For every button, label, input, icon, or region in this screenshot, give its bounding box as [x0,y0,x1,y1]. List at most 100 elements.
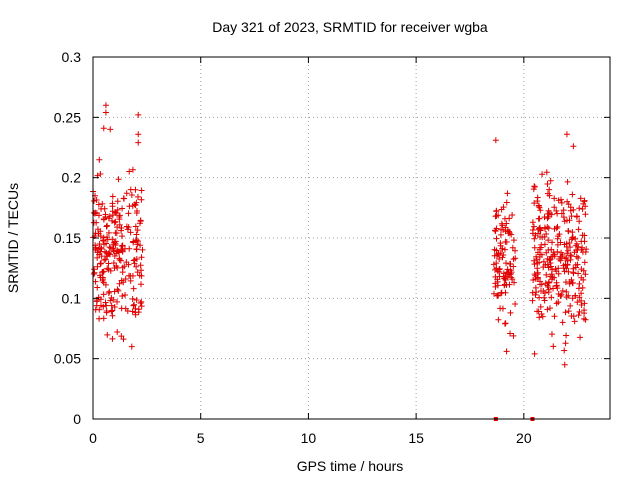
data-point [559,319,566,326]
data-point [531,200,538,207]
data-point [558,210,565,217]
data-point [115,176,122,183]
data-point [551,195,558,202]
data-point [110,260,117,267]
data-point [97,228,104,235]
data-point [496,256,503,263]
data-point [578,246,585,253]
data-point [123,223,130,230]
data-point [566,280,573,287]
data-point [497,231,504,238]
data-point [581,259,588,266]
data-point [553,300,560,307]
data-point [99,200,106,207]
data-point [120,336,127,343]
data-point [135,306,142,313]
data-point [560,207,567,214]
y-tick-label: 0.05 [54,351,81,367]
data-point [109,312,116,319]
data-point [103,302,110,309]
y-tick-label: 0.2 [62,170,82,186]
data-point [499,254,506,261]
data-point [110,296,117,303]
data-point [532,284,539,291]
data-point [504,274,511,281]
data-point [569,234,576,241]
data-point [110,241,117,248]
data-point [537,207,544,214]
data-point [566,217,573,224]
data-point [558,199,565,206]
data-point [501,320,508,327]
data-point [113,230,120,237]
data-point [102,256,109,263]
grid-lines [93,57,610,419]
data-point [541,289,548,296]
data-point [494,276,501,283]
data-point [122,275,129,282]
data-point [131,256,138,263]
data-point [558,291,565,298]
data-point [137,242,144,249]
data-point [496,266,503,273]
data-point [539,313,546,320]
data-point [103,307,110,314]
data-point [508,231,515,238]
data-point [95,201,102,208]
data-point [105,266,112,273]
data-point [561,347,568,354]
data-point [490,261,497,268]
data-point [501,246,508,253]
data-point [122,292,129,299]
data-point [545,225,552,232]
data-point [101,257,108,263]
data-point [573,253,580,260]
data-point [503,199,510,206]
data-point [130,302,137,309]
data-point [543,169,550,176]
data-point [125,210,132,217]
data-point [495,251,502,258]
data-point [564,198,571,205]
data-point [94,263,101,270]
data-point [130,257,137,264]
data-point [510,237,517,244]
data-point [502,228,509,235]
data-point [497,240,504,247]
data-point [531,350,538,357]
data-point [133,296,140,303]
data-point [100,234,107,241]
data-point [118,242,125,249]
data-point [582,249,589,256]
data-point [138,281,145,288]
y-axis-label: SRMTID / TECUs [5,183,21,293]
data-point [121,195,128,202]
data-point [580,200,587,207]
data-point [95,294,102,301]
data-point [576,205,583,212]
data-point [565,228,572,235]
data-point [114,298,121,305]
data-point [582,316,589,323]
data-point [545,237,552,244]
data-point [538,310,545,317]
data-point [510,263,517,270]
data-point [571,249,578,256]
data-point [573,240,580,247]
data-point [543,230,550,237]
data-point [581,310,588,317]
data-point [106,213,113,220]
data-point [549,266,556,273]
data-point [102,299,109,306]
data-point [498,220,505,227]
data-point [551,313,558,320]
data-point [534,275,541,282]
data-point [137,262,144,269]
data-point [582,271,589,278]
data-point [533,256,540,263]
data-point [109,193,116,200]
data-point [500,270,507,277]
data-point [544,284,551,291]
data-point [119,233,126,240]
data-point [113,263,120,270]
